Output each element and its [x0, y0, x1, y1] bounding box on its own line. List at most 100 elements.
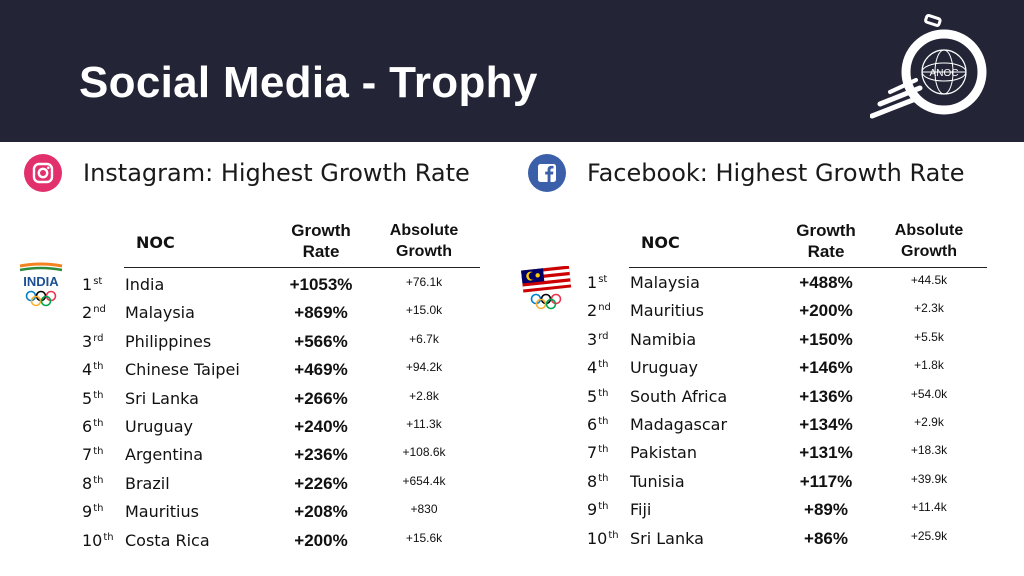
facebook-icon [528, 154, 566, 192]
rank-cell: 3rd [587, 330, 608, 349]
absolute-growth-cell: +2.3k [914, 301, 944, 316]
table-row: 5th Sri Lanka +266% +2.8k [80, 386, 480, 414]
rank-suffix: th [93, 446, 104, 458]
noc-cell: Fiji [630, 500, 652, 520]
rank-cell: 2nd [82, 303, 106, 322]
rank-number: 7 [82, 445, 93, 465]
growth-rate-cell: +1053% [289, 275, 353, 294]
rank-suffix: th [93, 417, 104, 429]
growth-rate-cell: +208% [294, 502, 348, 522]
rank-number: 2 [587, 301, 598, 321]
noc-cell: Malaysia [125, 303, 195, 323]
rank-cell: 9th [82, 502, 103, 521]
header-divider [629, 267, 987, 268]
rank-number: 8 [82, 473, 93, 493]
rank-number: 3 [82, 331, 93, 351]
rank-number: 5 [82, 388, 93, 408]
noc-cell: Sri Lanka [125, 388, 199, 408]
rank-suffix: th [598, 415, 609, 427]
table-row: 2nd Mauritius +200% +2.3k [585, 298, 987, 326]
absolute-growth-cell: +15.6k [405, 530, 443, 545]
table-row: 2nd Malaysia +869% +15.0k [80, 300, 480, 328]
column-header-growth-rate: Growth Rate [291, 221, 351, 261]
absolute-growth-cell: +15.0k [405, 303, 443, 318]
instagram-ranking-table: NOC Growth Rate Absolute Growth 1st India… [80, 216, 480, 556]
rank-number: 4 [587, 358, 598, 378]
rank-suffix: rd [598, 330, 609, 342]
absolute-growth-cell: +6.7k [409, 331, 439, 346]
growth-rate-cell: +236% [294, 445, 348, 465]
rank-cell: 3rd [82, 332, 103, 351]
growth-rate-cell: +136% [799, 386, 853, 406]
rank-suffix: st [93, 276, 103, 287]
header-bar: Social Media - Trophy ANOC [0, 0, 1024, 142]
rank-number: 10 [82, 530, 103, 550]
rank-number: 9 [587, 500, 598, 520]
table-row: 4th Uruguay +146% +1.8k [585, 355, 987, 383]
absolute-growth-cell: +2.9k [914, 414, 944, 429]
absolute-growth-cell: +2.8k [409, 388, 439, 403]
noc-cell: Brazil [125, 473, 170, 493]
growth-rate-cell: +131% [799, 443, 853, 463]
growth-rate-cell: +488% [799, 273, 853, 292]
rank-suffix: th [608, 529, 619, 541]
absolute-growth-cell: +11.3k [406, 416, 442, 431]
table-row: 3rd Philippines +566% +6.7k [80, 329, 480, 357]
noc-cell: Pakistan [630, 443, 697, 463]
noc-cell: Mauritius [125, 502, 199, 522]
header-divider [124, 267, 480, 268]
table-row: 7th Argentina +236% +108.6k [80, 442, 480, 470]
growth-rate-cell: +89% [804, 500, 848, 520]
growth-rate-cell: +469% [294, 360, 348, 380]
table-row: 9th Fiji +89% +11.4k [585, 497, 987, 525]
rank-cell: 4th [82, 360, 103, 379]
rank-suffix: th [93, 474, 104, 486]
india-noc-emblem: INDIA [18, 262, 64, 312]
rank-cell: 5th [587, 387, 608, 406]
rank-cell: 10th [587, 529, 619, 548]
growth-rate-cell: +146% [799, 358, 853, 378]
rank-cell: 1st [587, 273, 607, 292]
noc-cell: Malaysia [630, 273, 700, 292]
rank-number: 6 [82, 416, 93, 436]
rank-cell: 2nd [587, 301, 611, 320]
growth-rate-cell: +200% [799, 301, 853, 321]
rank-cell: 10th [82, 531, 114, 550]
noc-cell: South Africa [630, 386, 728, 406]
instagram-section-title: Instagram: Highest Growth Rate [83, 159, 470, 187]
absolute-growth-cell: +654.4k [402, 473, 446, 488]
column-header-noc: NOC [136, 233, 175, 252]
rank-number: 5 [587, 386, 598, 406]
rank-number: 8 [587, 471, 598, 491]
noc-cell: India [125, 275, 165, 294]
rank-cell: 8th [587, 472, 608, 491]
noc-cell: Mauritius [630, 301, 704, 321]
absolute-growth-cell: +108.6k [402, 445, 446, 460]
column-header-absolute-growth: Absolute Growth [894, 222, 964, 260]
absolute-growth-cell: +18.3k [910, 443, 948, 458]
rank-cell: 6th [587, 415, 608, 434]
table-row: 1st Malaysia +488% +44.5k [585, 270, 987, 298]
absolute-growth-cell: +830 [410, 502, 438, 517]
rank-suffix: th [93, 361, 104, 373]
table-row: 6th Uruguay +240% +11.3k [80, 414, 480, 442]
rank-suffix: nd [93, 304, 106, 316]
growth-rate-cell: +117% [799, 471, 853, 491]
table-row: 10th Costa Rica +200% +15.6k [80, 528, 480, 556]
noc-cell: Sri Lanka [630, 528, 704, 548]
facebook-section-title: Facebook: Highest Growth Rate [587, 159, 965, 187]
rank-cell: 5th [82, 389, 103, 408]
rank-suffix: th [103, 531, 114, 543]
rank-suffix: rd [93, 332, 104, 344]
table-row: 8th Brazil +226% +654.4k [80, 471, 480, 499]
rank-suffix: th [598, 444, 609, 456]
noc-cell: Costa Rica [125, 530, 210, 550]
table-row: 8th Tunisia +117% +39.9k [585, 469, 987, 497]
rank-suffix: st [598, 274, 608, 285]
noc-cell: Tunisia [630, 471, 685, 491]
rank-number: 7 [587, 443, 598, 463]
rank-suffix: nd [598, 302, 611, 314]
growth-rate-cell: +86% [804, 528, 848, 548]
rank-suffix: th [93, 503, 104, 515]
table-row: 9th Mauritius +208% +830 [80, 499, 480, 527]
